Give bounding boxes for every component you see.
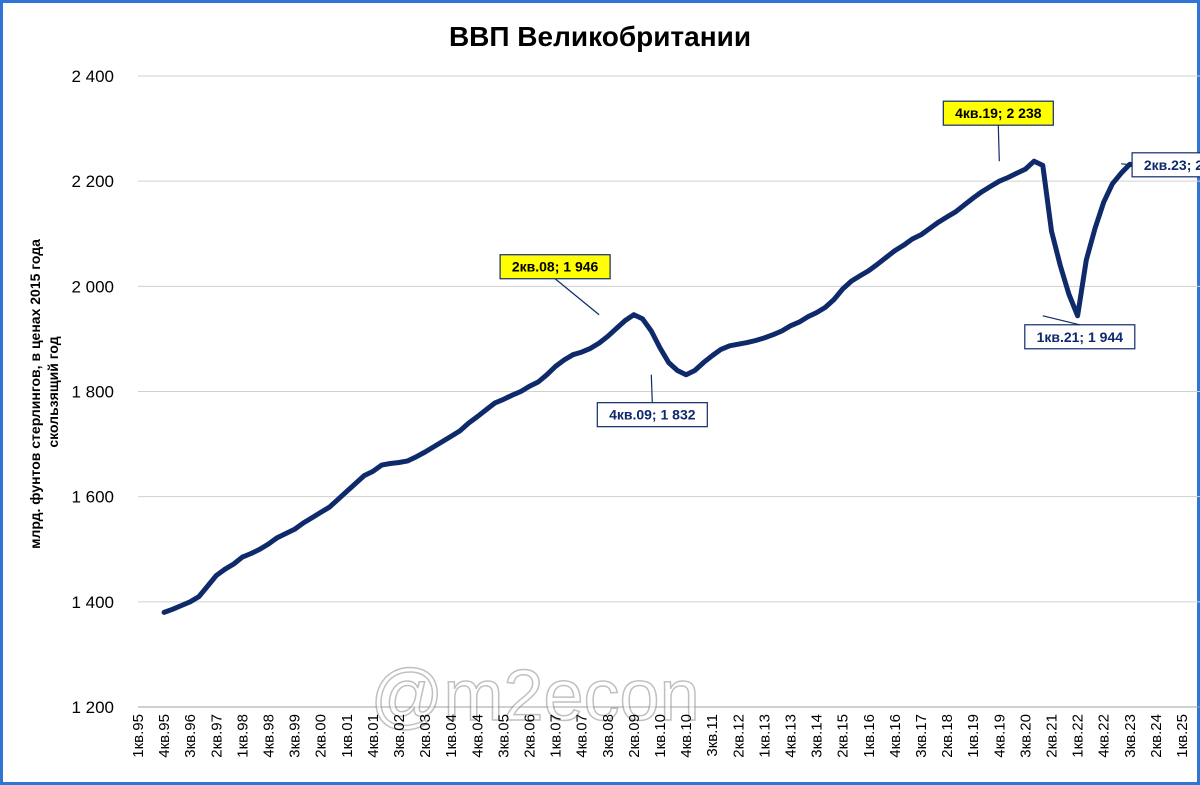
x-tick-label: 3кв.11 xyxy=(704,714,721,757)
x-tick-label: 2кв.21 xyxy=(1044,714,1061,758)
y-tick-label: 2 400 xyxy=(71,67,114,86)
x-tick-label: 3кв.08 xyxy=(600,714,617,758)
x-tick-label: 4кв.01 xyxy=(365,714,382,758)
annotation-box xyxy=(942,100,1054,126)
x-tick-label: 1кв.22 xyxy=(1070,714,1087,758)
x-tick-label: 1кв.13 xyxy=(756,714,773,758)
x-tick-label: 4кв.98 xyxy=(261,714,278,758)
x-tick-label: 4кв.10 xyxy=(678,714,695,758)
x-tick-label: 2кв.97 xyxy=(208,714,225,758)
x-tick-label: 1кв.04 xyxy=(443,714,460,758)
y-tick-label: 1 600 xyxy=(71,488,114,507)
y-tick-label: 2 200 xyxy=(71,172,114,191)
y-tick-label: 2 000 xyxy=(71,277,114,296)
annotation-leader xyxy=(1042,315,1080,326)
annotations-layer: 2кв.08; 1 946 4кв.09; 1 832 4кв.19; 2 238 1… xyxy=(499,100,1200,428)
x-tick-label: 2кв.03 xyxy=(417,714,434,758)
annotation-leader xyxy=(554,278,600,316)
y-axis-label-line-1: млрд. фунтов стерлингов, в ценах 2015 го… xyxy=(27,239,43,549)
x-tick-label: 1кв.07 xyxy=(548,714,565,758)
series-line xyxy=(161,158,1168,615)
annotation-leader xyxy=(650,374,653,403)
x-tick-label: 4кв.04 xyxy=(469,714,486,758)
y-axis-label: млрд. фунтов стерлингов, в ценах 2015 го… xyxy=(27,235,61,549)
annotation-label: 4кв.09; 1 832 xyxy=(609,407,696,423)
x-tick-label: 4кв.07 xyxy=(574,714,591,758)
y-axis-ticks: 1 200 1 400 1 600 1 800 2 000 2 200 2 400 xyxy=(71,67,114,717)
annotation-box xyxy=(596,402,708,428)
annotation-box xyxy=(1024,324,1136,350)
x-tick-label: 4кв.13 xyxy=(783,714,800,758)
x-tick-label: 3кв.02 xyxy=(391,714,408,758)
y-tick-label: 1 200 xyxy=(71,698,114,717)
x-tick-label: 3кв.23 xyxy=(1122,714,1139,758)
annotation-leader xyxy=(1121,163,1133,166)
x-tick-label: 3кв.99 xyxy=(287,714,304,758)
watermark-text: @m2econ xyxy=(370,656,699,736)
x-tick-label: 2кв.09 xyxy=(626,714,643,758)
x-tick-label: 3кв.05 xyxy=(495,714,512,758)
annotation-label: 2кв.23; 2 233 xyxy=(1144,157,1200,173)
x-tick-label: 3кв.96 xyxy=(182,714,199,758)
annotation-label: 2кв.08; 1 946 xyxy=(512,259,599,275)
x-tick-label: 2кв.00 xyxy=(313,714,330,758)
x-tick-label: 1кв.95 xyxy=(130,714,147,758)
x-tick-label: 1кв.16 xyxy=(861,714,878,758)
x-tick-label: 1кв.10 xyxy=(652,714,669,758)
x-axis-ticks: 1кв.95 4кв.95 3кв.96 2кв.97 1кв.98 4кв.98 3кв.… xyxy=(130,714,1191,758)
x-tick-label: 2кв.18 xyxy=(939,714,956,758)
x-tick-label: 1кв.01 xyxy=(339,714,356,758)
x-tick-label: 4кв.16 xyxy=(887,714,904,758)
y-axis-label-line-2: скользящий год xyxy=(45,336,61,447)
y-tick-label: 1 400 xyxy=(71,593,114,612)
x-tick-label: 4кв.95 xyxy=(156,714,173,758)
x-tick-label: 3кв.20 xyxy=(1017,714,1034,758)
annotation-box xyxy=(1131,152,1200,178)
x-tick-label: 3кв.17 xyxy=(913,714,930,758)
x-tick-label: 3кв.14 xyxy=(809,714,826,758)
x-tick-label: 2кв.15 xyxy=(835,714,852,758)
annotation-leader xyxy=(997,125,1000,162)
x-tick-label: 2кв.06 xyxy=(522,714,539,758)
x-tick-label: 1кв.19 xyxy=(965,714,982,758)
chart-title: ВВП Великобритании xyxy=(449,21,751,52)
x-tick-label: 2кв.24 xyxy=(1148,714,1165,758)
annotation-label: 1кв.21; 1 944 xyxy=(1037,329,1124,345)
x-tick-label: 2кв.12 xyxy=(730,714,747,758)
annotation-box xyxy=(499,254,611,280)
x-tick-label: 4кв.19 xyxy=(991,714,1008,758)
x-tick-label: 1кв.98 xyxy=(234,714,251,758)
x-tick-label: 4кв.22 xyxy=(1096,714,1113,758)
annotation-label: 4кв.19; 2 238 xyxy=(955,105,1042,121)
y-tick-label: 1 800 xyxy=(71,383,114,402)
x-tick-label: 1кв.25 xyxy=(1174,714,1191,758)
gridlines xyxy=(138,75,1200,708)
series-layer xyxy=(161,158,1168,615)
